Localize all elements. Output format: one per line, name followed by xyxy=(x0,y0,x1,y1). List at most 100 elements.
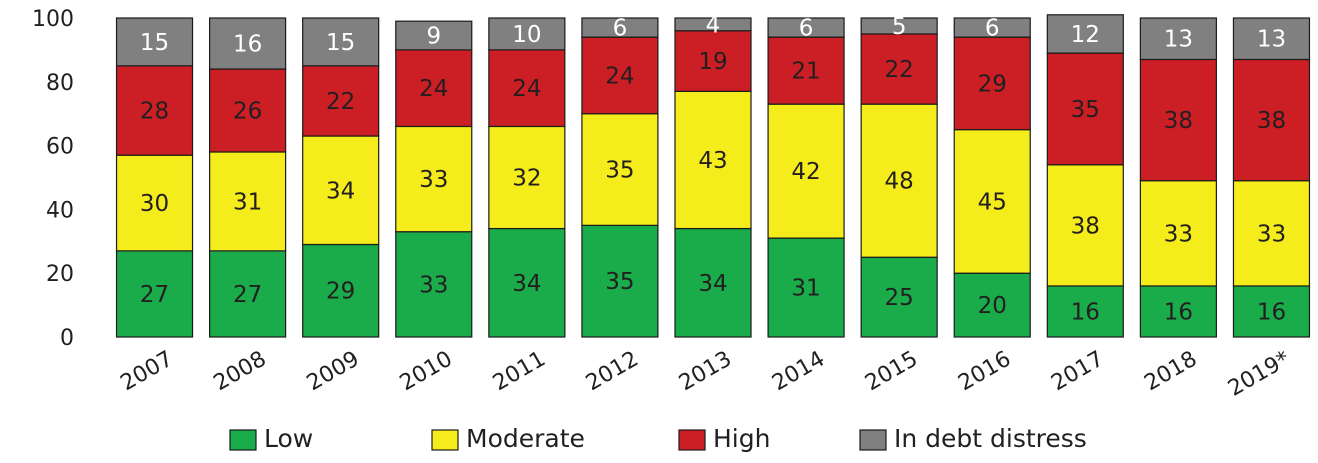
data-label: 15 xyxy=(140,30,169,56)
bar-segment-moderate xyxy=(1232,180,1311,287)
bar-segment-in-debt-distress xyxy=(209,17,287,70)
legend-label: Moderate xyxy=(466,424,585,453)
bar-segment-low xyxy=(488,227,566,338)
bar-segment-high xyxy=(209,68,287,153)
data-label: 13 xyxy=(1257,27,1286,53)
bar-segment-low xyxy=(115,250,194,338)
bar-segment-moderate xyxy=(953,129,1031,274)
bar-segment-in-debt-distress xyxy=(581,17,659,38)
data-label: 10 xyxy=(512,22,541,48)
x-axis: 2007 2008 2009 2010 2011 2012 2013 2014 2015 2016… xyxy=(117,347,1295,402)
bar-group: 33 33 24 9 xyxy=(395,20,473,338)
x-tick-label: 2013 xyxy=(675,347,736,397)
bar-segment-high xyxy=(1139,58,1217,182)
data-label: 16 xyxy=(1257,299,1286,325)
bar-group: 27 30 28 15 xyxy=(115,17,194,338)
data-label: 33 xyxy=(1164,221,1193,247)
bar-segment-in-debt-distress xyxy=(1046,14,1124,54)
y-tick-label: 100 xyxy=(32,7,74,32)
data-label: 6 xyxy=(799,16,814,42)
data-label: 15 xyxy=(326,30,355,56)
y-tick-label: 0 xyxy=(60,326,74,351)
data-label: 20 xyxy=(978,293,1007,319)
data-label: 19 xyxy=(698,49,727,75)
bar-segment-in-debt-distress xyxy=(395,20,473,51)
data-label: 9 xyxy=(426,24,441,50)
x-tick-label: 2007 xyxy=(117,347,178,397)
x-tick-label: 2012 xyxy=(582,347,643,397)
x-tick-label: 2016 xyxy=(954,347,1015,397)
legend-label: Low xyxy=(264,424,313,453)
data-label: 5 xyxy=(892,14,907,40)
data-label: 35 xyxy=(1071,97,1100,123)
data-label: 31 xyxy=(233,189,262,215)
bar-group: 27 31 26 16 xyxy=(209,17,287,338)
data-label: 12 xyxy=(1071,22,1100,48)
bar-segment-low xyxy=(581,224,659,338)
legend-swatch xyxy=(229,429,257,451)
bar-segment-low xyxy=(1046,285,1124,338)
bar-group: 25 48 22 5 xyxy=(860,14,938,338)
data-label: 21 xyxy=(791,59,820,85)
bar-segment-high xyxy=(395,49,473,128)
data-label: 31 xyxy=(791,276,820,302)
y-tick-label: 80 xyxy=(46,71,74,96)
data-label: 38 xyxy=(1071,213,1100,239)
data-label: 28 xyxy=(140,99,169,125)
data-label: 38 xyxy=(1164,108,1193,134)
bars: 2730281527312616293422153333249343224103… xyxy=(115,12,1311,338)
bar-segment-in-debt-distress xyxy=(115,17,194,67)
data-label: 6 xyxy=(613,16,628,42)
data-label: 35 xyxy=(605,269,634,295)
bar-segment-moderate xyxy=(209,151,287,252)
bar-segment-high xyxy=(302,65,380,137)
data-label: 4 xyxy=(706,12,721,38)
bar-segment-high xyxy=(581,36,659,115)
data-label: 32 xyxy=(512,166,541,192)
data-label: 16 xyxy=(233,32,262,58)
data-label: 35 xyxy=(605,158,634,184)
bar-segment-moderate xyxy=(302,135,380,246)
bar-segment-high xyxy=(767,36,845,105)
data-label: 34 xyxy=(326,178,355,204)
bar-segment-high xyxy=(488,49,566,128)
data-label: 24 xyxy=(419,76,448,102)
x-tick-label: 2019* xyxy=(1224,347,1295,402)
data-label: 33 xyxy=(1257,221,1286,247)
data-label: 25 xyxy=(885,285,914,311)
y-tick-label: 40 xyxy=(46,198,74,223)
bar-segment-moderate xyxy=(860,103,938,258)
bar-segment-in-debt-distress xyxy=(953,17,1031,38)
legend-swatch xyxy=(859,429,887,451)
x-tick-label: 2009 xyxy=(303,347,364,397)
data-label: 26 xyxy=(233,99,262,125)
x-tick-label: 2008 xyxy=(210,347,271,397)
legend-swatch xyxy=(678,429,706,451)
data-label: 24 xyxy=(512,76,541,102)
bar-segment-low xyxy=(395,231,473,338)
bar-segment-in-debt-distress xyxy=(302,17,380,67)
y-tick-label: 60 xyxy=(46,135,74,160)
x-tick-label: 2015 xyxy=(861,347,922,397)
bar-segment-high xyxy=(1046,52,1124,166)
data-label: 45 xyxy=(978,189,1007,215)
bar-segment-moderate xyxy=(674,90,752,230)
bar-group: 29 34 22 15 xyxy=(302,17,380,338)
bar-segment-high xyxy=(674,30,752,92)
data-label: 16 xyxy=(1071,299,1100,325)
data-label: 29 xyxy=(978,71,1007,97)
x-tick-label: 2011 xyxy=(489,347,550,397)
bar-group: 34 32 24 10 xyxy=(488,17,566,338)
data-label: 48 xyxy=(885,169,914,195)
data-label: 22 xyxy=(326,89,355,115)
data-label: 33 xyxy=(419,272,448,298)
data-label: 42 xyxy=(791,159,820,185)
x-tick-label: 2014 xyxy=(768,347,829,397)
bar-segment-high xyxy=(1232,58,1311,182)
y-axis: 0 20 40 60 80 100 xyxy=(32,7,74,351)
bar-segment-moderate xyxy=(767,103,845,239)
legend-label: High xyxy=(713,424,770,453)
bar-segment-low xyxy=(1139,285,1217,338)
bar-segment-moderate xyxy=(115,154,194,252)
bar-segment-in-debt-distress xyxy=(767,17,845,38)
